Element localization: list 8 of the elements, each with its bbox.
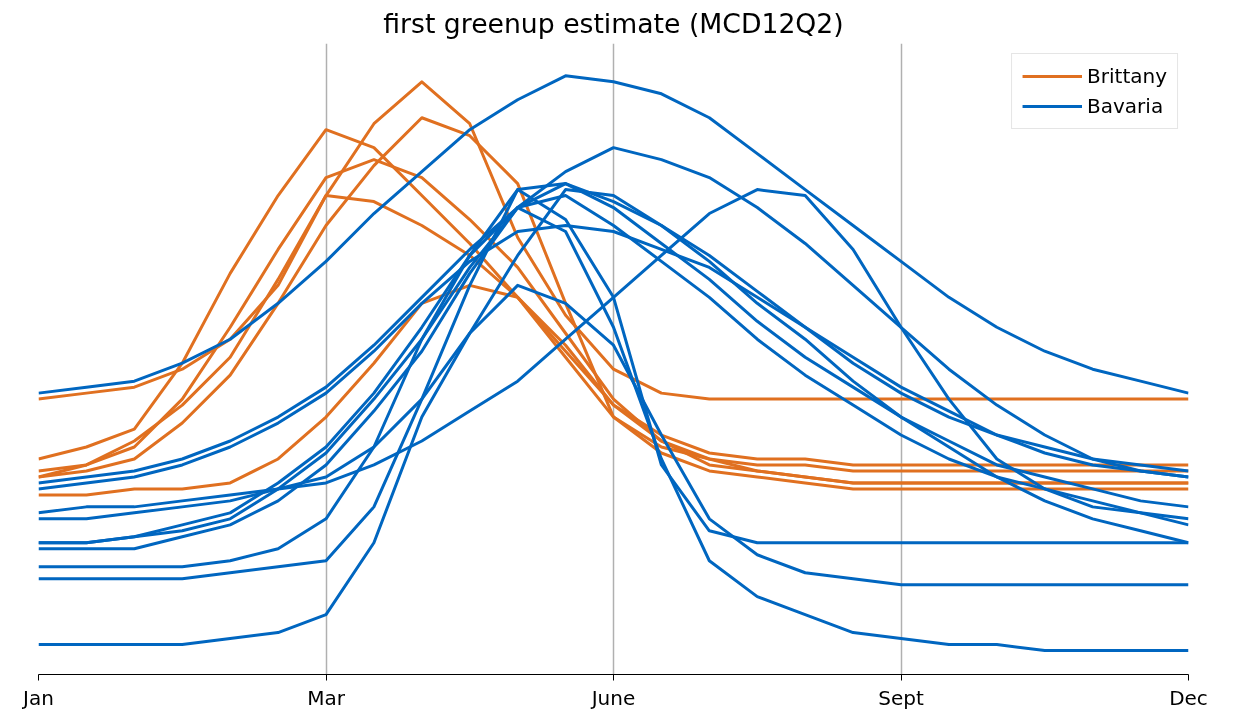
legend-label: Bavaria (1087, 94, 1164, 118)
x-tick-label: June (589, 685, 636, 710)
chart-title: first greenup estimate (MCD12Q2) (383, 7, 844, 39)
legend-label: Brittany (1087, 64, 1167, 88)
x-tick-label: Jan (21, 685, 54, 710)
x-tick-label: Mar (307, 685, 346, 710)
x-tick-label: Dec (1169, 685, 1208, 710)
x-tick-label: Sept (878, 685, 924, 710)
